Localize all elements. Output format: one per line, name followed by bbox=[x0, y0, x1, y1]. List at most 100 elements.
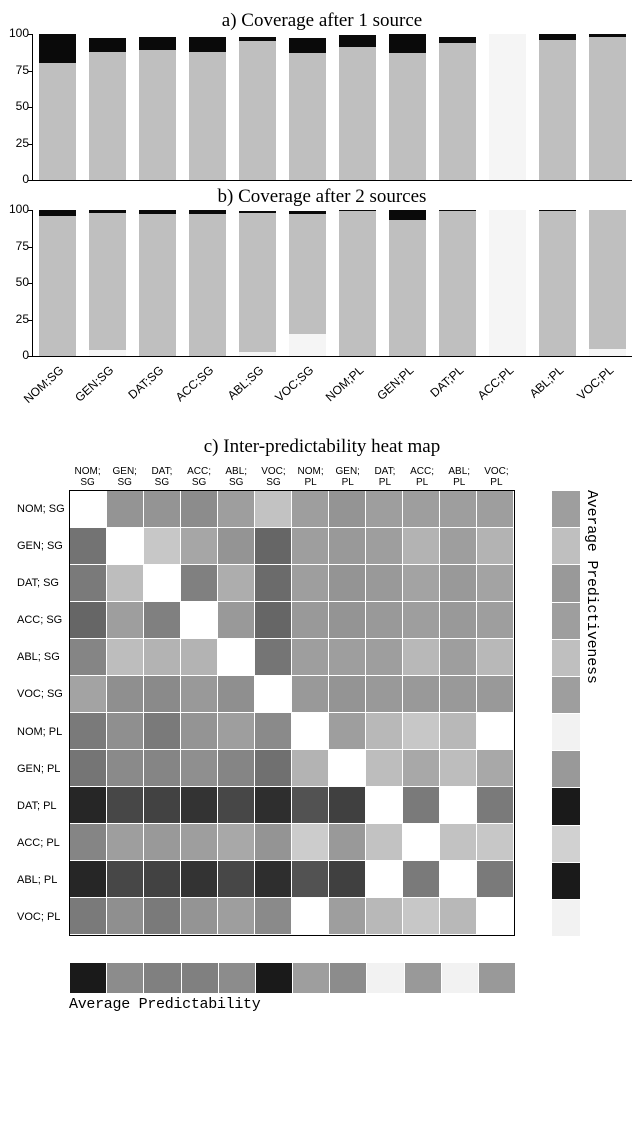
heatmap-cell bbox=[181, 750, 218, 787]
x-tick-label: ABL;PL bbox=[527, 363, 567, 401]
heatmap-cell bbox=[218, 639, 255, 676]
heatmap-cell bbox=[292, 676, 329, 713]
heatmap-cell bbox=[70, 750, 107, 787]
heatmap-grid bbox=[69, 490, 515, 936]
heatmap-cell bbox=[181, 639, 218, 676]
heatmap-row-label: GEN; PL bbox=[17, 750, 69, 787]
predictability-cell bbox=[107, 963, 144, 993]
heatmap-cell bbox=[440, 565, 477, 602]
predictability-cell bbox=[182, 963, 219, 993]
heatmap-cell bbox=[292, 787, 329, 824]
y-tick-label: 100 bbox=[0, 26, 29, 40]
heatmap-col-label: VOC; PL bbox=[478, 462, 515, 490]
heatmap-cell bbox=[440, 898, 477, 935]
heatmap-cell bbox=[329, 565, 366, 602]
heatmap-cell bbox=[255, 639, 292, 676]
heatmap-cell bbox=[255, 528, 292, 565]
heatmap-cell bbox=[70, 713, 107, 750]
heatmap-cell bbox=[477, 824, 514, 861]
heatmap-cell bbox=[218, 824, 255, 861]
heatmap-cell bbox=[292, 528, 329, 565]
heatmap-row-label: ACC; SG bbox=[17, 602, 69, 639]
heatmap-cell bbox=[107, 750, 144, 787]
heatmap-cell bbox=[329, 898, 366, 935]
heatmap-cell bbox=[70, 639, 107, 676]
y-tick-label: 75 bbox=[0, 63, 29, 77]
predictiveness-cell bbox=[552, 863, 580, 900]
bar bbox=[33, 210, 83, 356]
heatmap-cell bbox=[70, 824, 107, 861]
heatmap-cell bbox=[255, 713, 292, 750]
heatmap-cell bbox=[329, 861, 366, 898]
heatmap-cell bbox=[181, 602, 218, 639]
heatmap-cell bbox=[181, 861, 218, 898]
heatmap-cell bbox=[366, 898, 403, 935]
heatmap-cell bbox=[181, 713, 218, 750]
heatmap-cell bbox=[366, 491, 403, 528]
heatmap-cell bbox=[477, 639, 514, 676]
predictability-cell bbox=[256, 963, 293, 993]
bar bbox=[233, 210, 283, 356]
heatmap-cell bbox=[144, 602, 181, 639]
predictiveness-cell bbox=[552, 826, 580, 863]
heatmap-cell bbox=[403, 713, 440, 750]
heatmap-cell bbox=[107, 898, 144, 935]
heatmap-cell bbox=[292, 824, 329, 861]
heatmap-cell bbox=[70, 787, 107, 824]
heatmap-cell bbox=[440, 602, 477, 639]
heatmap-cell bbox=[255, 491, 292, 528]
bar bbox=[133, 210, 183, 356]
x-tick-label: ABL;SG bbox=[225, 363, 267, 402]
heatmap-cell bbox=[292, 491, 329, 528]
heatmap-cell bbox=[218, 861, 255, 898]
heatmap-cell bbox=[292, 861, 329, 898]
heatmap-cell bbox=[70, 528, 107, 565]
heatmap-col-labels: NOM; SGGEN; SGDAT; SGACC; SGABL; SGVOC; … bbox=[69, 462, 515, 490]
heatmap-cell bbox=[255, 602, 292, 639]
heatmap-cell bbox=[181, 787, 218, 824]
heatmap-cell bbox=[329, 824, 366, 861]
heatmap-cell bbox=[403, 565, 440, 602]
bar bbox=[233, 34, 283, 180]
heatmap-cell bbox=[366, 676, 403, 713]
y-tick-label: 0 bbox=[0, 172, 29, 186]
heatmap-cell bbox=[218, 676, 255, 713]
heatmap-cell bbox=[144, 824, 181, 861]
heatmap-cell bbox=[218, 750, 255, 787]
heatmap-cell bbox=[144, 750, 181, 787]
heatmap-cell bbox=[440, 639, 477, 676]
heatmap-col-label: ABL; PL bbox=[441, 462, 478, 490]
heatmap-cell bbox=[107, 565, 144, 602]
heatmap-cell bbox=[107, 824, 144, 861]
bar bbox=[382, 34, 432, 180]
y-tick-label: 50 bbox=[0, 99, 29, 113]
bar bbox=[333, 34, 383, 180]
heatmap-col-label: ABL; SG bbox=[218, 462, 255, 490]
bar bbox=[183, 210, 233, 356]
heatmap-col-label: DAT; PL bbox=[366, 462, 403, 490]
heatmap-col-label: DAT; SG bbox=[143, 462, 180, 490]
heatmap-row-label: VOC; PL bbox=[17, 899, 69, 936]
y-tick-label: 0 bbox=[0, 348, 29, 362]
heatmap-cell bbox=[440, 491, 477, 528]
heatmap-col-label: VOC; SG bbox=[255, 462, 292, 490]
panel-b-title: b) Coverage after 2 sources bbox=[4, 186, 640, 208]
heatmap-col-label: GEN; SG bbox=[106, 462, 143, 490]
heatmap-cell bbox=[329, 787, 366, 824]
panel-a-chart: 0255075100 bbox=[32, 34, 632, 182]
heatmap-cell bbox=[181, 824, 218, 861]
heatmap-cell bbox=[403, 824, 440, 861]
heatmap-cell bbox=[292, 898, 329, 935]
predictability-cell bbox=[442, 963, 479, 993]
heatmap-cell bbox=[181, 676, 218, 713]
avg-predictiveness-label: Average Predictiveness bbox=[581, 490, 602, 938]
heatmap-row-label: NOM; SG bbox=[17, 490, 69, 527]
heatmap-col-label: ACC; PL bbox=[404, 462, 441, 490]
bar bbox=[382, 210, 432, 356]
predictability-cell bbox=[70, 963, 107, 993]
heatmap-cell bbox=[255, 787, 292, 824]
heatmap-cell bbox=[144, 713, 181, 750]
predictability-cell bbox=[144, 963, 181, 993]
heatmap-cell bbox=[329, 639, 366, 676]
heatmap-cell bbox=[366, 861, 403, 898]
